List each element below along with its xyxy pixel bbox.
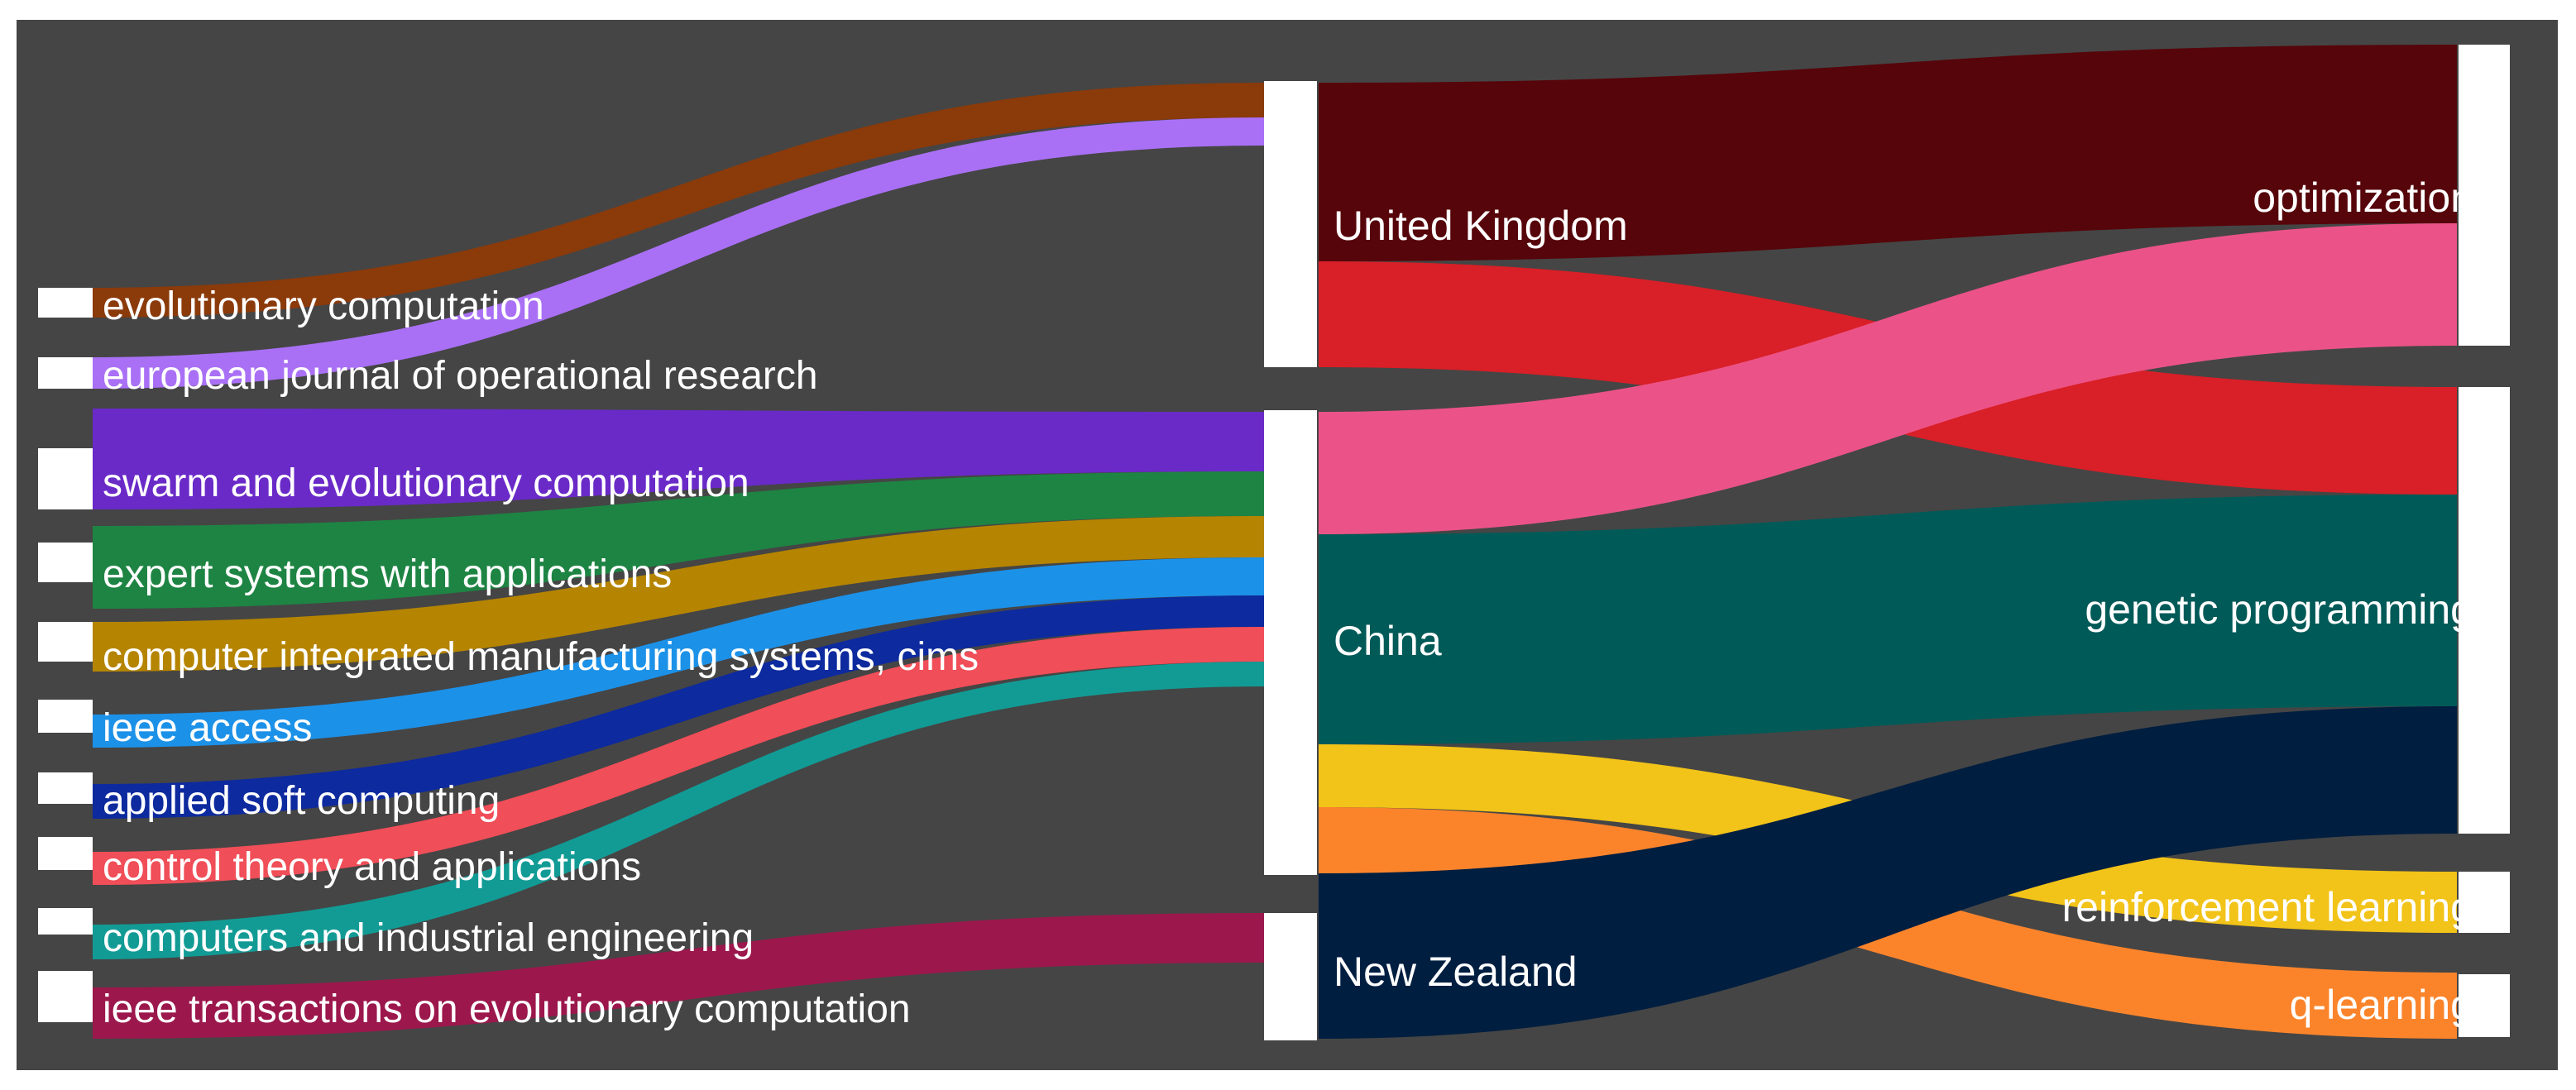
topic-label-genetic-programming: genetic programming bbox=[2085, 586, 2473, 633]
link-source-0 bbox=[93, 83, 1266, 318]
link-source-6 bbox=[93, 595, 1266, 819]
source-node-4 bbox=[38, 622, 93, 662]
link-uk-optimization bbox=[1319, 45, 2457, 261]
topic-label-optimization: optimization bbox=[2253, 174, 2473, 221]
source-label-applied-soft-computing: applied soft computing bbox=[103, 779, 500, 823]
country-node-united-kingdom bbox=[1264, 81, 1317, 367]
nodes bbox=[38, 45, 2510, 1040]
sankey-frame: evolutionary computation european journa… bbox=[17, 20, 2558, 1070]
topic-node-reinforcement-learning bbox=[2459, 872, 2510, 933]
source-node-3 bbox=[38, 543, 93, 582]
source-node-9 bbox=[38, 971, 93, 1022]
link-source-2 bbox=[93, 409, 1266, 509]
link-source-4 bbox=[93, 516, 1266, 672]
source-node-2 bbox=[38, 448, 93, 509]
link-source-7 bbox=[93, 627, 1266, 885]
source-label-european-journal-of-operational-research: european journal of operational research bbox=[103, 354, 818, 398]
source-label-expert-systems-with-applications: expert systems with applications bbox=[103, 552, 672, 596]
source-node-0 bbox=[38, 288, 93, 318]
country-label-china: China bbox=[1333, 618, 1442, 664]
sankey-diagram: evolutionary computation european journa… bbox=[38, 45, 2510, 1040]
source-label-evolutionary-computation: evolutionary computation bbox=[103, 284, 544, 328]
country-topic-links bbox=[1319, 45, 2457, 1039]
topic-label-reinforcement-learning: reinforcement learning bbox=[2062, 884, 2474, 930]
labels: evolutionary computation european journa… bbox=[103, 174, 2473, 1031]
topic-label-q-learning: q-learning bbox=[2290, 982, 2473, 1028]
source-label-control-theory-and-applications: control theory and applications bbox=[103, 845, 641, 889]
source-label-swarm-and-evolutionary-computation: swarm and evolutionary computation bbox=[103, 461, 749, 505]
country-label-new-zealand: New Zealand bbox=[1333, 949, 1578, 995]
source-node-5 bbox=[38, 700, 93, 733]
link-source-3 bbox=[93, 471, 1266, 609]
country-node-new-zealand bbox=[1264, 913, 1317, 1040]
source-node-7 bbox=[38, 837, 93, 870]
topic-node-optimization bbox=[2459, 45, 2510, 346]
link-nz-genetic-programming bbox=[1319, 706, 2457, 1039]
source-label-computer-integrated-manufacturing: computer integrated manufacturing system… bbox=[103, 635, 979, 679]
source-links bbox=[93, 83, 1266, 1039]
link-china-genetic-programming bbox=[1319, 495, 2457, 744]
link-china-optimization bbox=[1319, 223, 2457, 534]
country-node-china bbox=[1264, 410, 1317, 875]
link-source-1 bbox=[93, 117, 1266, 389]
source-label-ieee-transactions-on-evolutionary-computation: ieee transactions on evolutionary comput… bbox=[103, 987, 911, 1031]
country-label-united-kingdom: United Kingdom bbox=[1333, 203, 1628, 249]
topic-node-genetic-programming bbox=[2459, 387, 2510, 834]
source-node-8 bbox=[38, 908, 93, 935]
link-source-5 bbox=[93, 557, 1266, 748]
source-node-1 bbox=[38, 357, 93, 389]
source-label-ieee-access: ieee access bbox=[103, 706, 312, 750]
source-label-computers-and-industrial-engineering: computers and industrial engineering bbox=[103, 916, 754, 960]
link-source-9 bbox=[93, 913, 1266, 1039]
topic-node-q-learning bbox=[2459, 974, 2510, 1037]
source-node-6 bbox=[38, 772, 93, 804]
link-source-8 bbox=[93, 662, 1266, 959]
